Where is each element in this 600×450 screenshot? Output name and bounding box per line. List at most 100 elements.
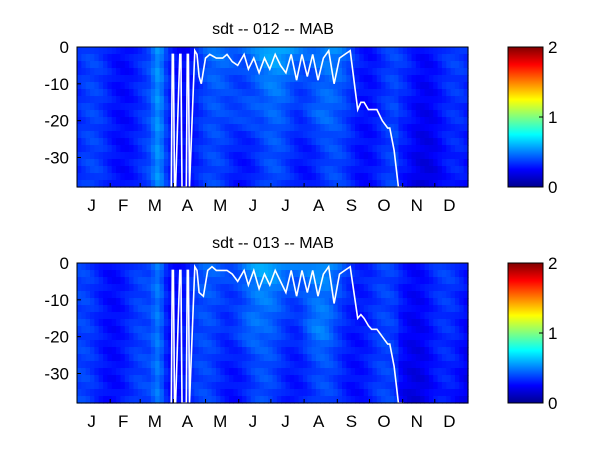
heatmap-cell	[77, 47, 82, 55]
heatmap-cell	[302, 96, 308, 104]
heatmap-cell	[333, 82, 339, 90]
heatmap-cell	[411, 263, 417, 271]
heatmap-cell	[350, 277, 356, 285]
heatmap-cell	[268, 347, 274, 355]
heatmap-cell	[207, 145, 213, 153]
heatmap-cell	[202, 173, 208, 181]
heatmap-cell	[302, 152, 308, 160]
heatmap-cell	[242, 117, 248, 125]
heatmap-cell	[320, 152, 326, 160]
heatmap-cell	[194, 312, 200, 320]
heatmap-cell	[124, 103, 130, 111]
heatmap-cell	[224, 61, 230, 69]
heatmap-cell	[268, 270, 274, 278]
heatmap-cell	[342, 270, 347, 278]
heatmap-cell	[281, 159, 287, 167]
heatmap-cell	[133, 319, 139, 327]
heatmap-cell	[159, 75, 165, 83]
heatmap-cell	[320, 75, 326, 83]
heatmap-cell	[137, 319, 143, 327]
heatmap-cell	[350, 340, 356, 348]
heatmap-cell	[124, 368, 130, 376]
heatmap-cell	[285, 284, 291, 292]
heatmap-cell	[372, 361, 378, 369]
heatmap-cell	[94, 319, 100, 327]
heatmap-cell	[90, 396, 95, 404]
x-tick-label: D	[443, 196, 455, 215]
heatmap-cell	[198, 61, 204, 69]
heatmap-cell	[389, 89, 395, 97]
heatmap-cell	[376, 389, 382, 397]
heatmap-cell	[224, 180, 230, 188]
heatmap-cell	[324, 284, 330, 292]
heatmap-cell	[437, 291, 443, 299]
heatmap-cell	[368, 354, 374, 362]
heatmap-cell	[176, 375, 182, 383]
heatmap-cell	[77, 103, 82, 111]
heatmap-cell	[142, 319, 148, 327]
heatmap-cell	[281, 270, 287, 278]
heatmap-cell	[420, 159, 426, 167]
heatmap-cell	[185, 124, 191, 132]
heatmap-cell	[189, 263, 195, 271]
heatmap-cell	[207, 166, 213, 174]
heatmap-cell	[207, 47, 213, 55]
heatmap-cell	[328, 145, 334, 153]
heatmap-cell	[285, 103, 291, 111]
heatmap-cell	[150, 347, 156, 355]
heatmap-cell	[246, 312, 252, 320]
heatmap-cell	[454, 312, 460, 320]
heatmap-cell	[459, 61, 465, 69]
heatmap-cell	[250, 103, 256, 111]
heatmap-cell	[454, 354, 460, 362]
heatmap-cell	[116, 138, 122, 146]
heatmap-cell	[437, 145, 443, 153]
heatmap-cell	[242, 347, 248, 355]
heatmap-cell	[259, 263, 265, 271]
heatmap-cell	[324, 89, 330, 97]
heatmap-cell	[294, 305, 300, 313]
heatmap-cell	[172, 368, 178, 376]
heatmap-cell	[411, 368, 417, 376]
heatmap-cell	[255, 68, 261, 76]
heatmap-cell	[133, 82, 139, 90]
heatmap-cell	[350, 117, 356, 125]
heatmap-cell	[198, 96, 204, 104]
heatmap-cell	[133, 159, 139, 167]
heatmap-cell	[172, 138, 178, 146]
heatmap-cell	[242, 368, 248, 376]
heatmap-cell	[289, 354, 295, 362]
heatmap-cell	[116, 131, 122, 139]
heatmap-cell	[133, 354, 139, 362]
heatmap-cell	[276, 152, 282, 160]
heatmap-cell	[98, 277, 104, 285]
heatmap-cell	[255, 361, 261, 369]
heatmap-cell	[363, 291, 369, 299]
heatmap-cell	[446, 166, 452, 174]
heatmap-cell	[376, 305, 382, 313]
heatmap-cell	[224, 89, 230, 97]
heatmap-cell	[294, 117, 300, 125]
heatmap-cell	[294, 319, 300, 327]
heatmap-cell	[320, 277, 326, 285]
x-tick-label: J	[249, 412, 258, 431]
heatmap-cell	[159, 305, 165, 313]
heatmap-cell	[107, 138, 113, 146]
heatmap-cell	[437, 61, 443, 69]
heatmap-cell	[150, 389, 156, 397]
heatmap-cell	[368, 361, 374, 369]
heatmap-cell	[428, 159, 434, 167]
y-tick-label: -20	[44, 112, 69, 131]
heatmap-cell	[85, 54, 91, 62]
heatmap-cell	[224, 277, 230, 285]
heatmap-cell	[407, 96, 413, 104]
heatmap-cell	[311, 375, 317, 383]
heatmap-cell	[81, 375, 87, 383]
heatmap-cell	[385, 389, 391, 397]
heatmap-cell	[159, 319, 165, 327]
heatmap-cell	[433, 117, 439, 125]
heatmap-cell	[155, 291, 161, 299]
heatmap-cell	[81, 131, 87, 139]
heatmap-cell	[233, 145, 239, 153]
heatmap-cell	[285, 89, 291, 97]
